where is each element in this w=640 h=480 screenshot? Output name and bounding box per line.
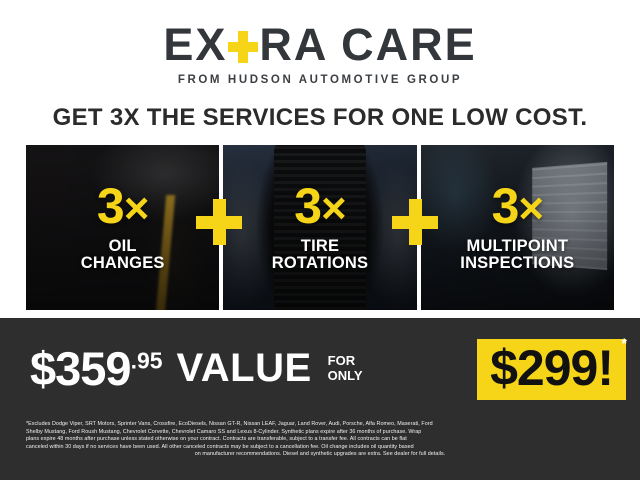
original-value-price: $359.95 [30,345,163,392]
service-panel-oil-changes: 3× OIL CHANGES [26,145,220,310]
times-symbol: × [518,184,544,234]
service-label: TIRE ROTATIONS [271,236,369,272]
photo-scrim [223,145,417,310]
sale-price-container: $299! * [477,335,627,400]
disclaimer-line: on manufacturer recommendations. Diesel … [194,451,446,458]
disclaimer-line: Shelby Mustang, Ford Roush Mustang, Chev… [26,428,422,435]
service-multiplier: 3× [294,181,347,234]
logo-wordmark: EX RA CARE [163,22,476,67]
service-multiplier: 3× [97,181,150,234]
service-label: MULTIPOINT INSPECTIONS [460,236,575,272]
multiplier-number: 3 [294,178,322,235]
logo-text-after: RA CARE [259,19,477,70]
times-symbol: × [123,184,150,234]
value-amount: $359 [30,341,132,395]
plus-icon [228,31,259,63]
service-multiplier: 3× [492,181,545,234]
value-word: VALUE [176,346,312,390]
header-section: EX RA CARE FROM HUDSON AUTOMOTIVE GROUP G… [0,0,640,145]
multiplier-number: 3 [491,178,520,235]
asterisk-marker: * [621,335,627,351]
photo-scrim [420,145,614,310]
disclaimer-line: plans expire 48 months after purchase un… [26,436,407,443]
sale-price: $299! [477,339,626,400]
headline: GET 3X THE SERVICES FOR ONE LOW COST. [52,104,588,131]
service-panel-multipoint-inspections: 3× MULTIPOINT INSPECTIONS [420,145,614,310]
service-label: OIL CHANGES [80,236,165,272]
disclaimer-section: *Excludes Dodge Viper, SRT Motors, Sprin… [0,418,640,480]
price-band: $359.95 VALUE FOR ONLY $299! * [0,318,640,418]
brand-tagline: FROM HUDSON AUTOMOTIVE GROUP [177,74,463,86]
disclaimer-line: *Excludes Dodge Viper, SRT Motors, Sprin… [26,421,433,427]
logo-text-before: EX [163,19,228,70]
photo-scrim [26,145,220,310]
multiplier-number: 3 [96,178,125,235]
value-cents: .95 [130,346,163,373]
disclaimer-line: canceled within 30 days if no services h… [26,443,414,450]
brand-logo: EX RA CARE FROM HUDSON AUTOMOTIVE GROUP [0,22,640,86]
for-only-label: FOR ONLY [327,352,363,383]
times-symbol: × [321,184,347,234]
service-panel-tire-rotations: 3× TIRE ROTATIONS [223,145,417,310]
services-panels: 3× OIL CHANGES 3× TIRE ROTATIONS 3× MULT… [26,145,614,310]
